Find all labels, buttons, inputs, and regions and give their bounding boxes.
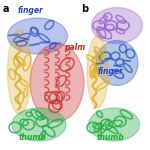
Text: a: a [3,4,9,15]
Text: b: b [81,4,88,15]
Ellipse shape [88,108,140,141]
Text: palm: palm [64,44,86,52]
Ellipse shape [92,8,142,44]
Ellipse shape [12,108,66,141]
Ellipse shape [30,44,84,122]
Text: finger: finger [17,6,43,15]
Text: thumb: thumb [97,134,125,142]
Ellipse shape [8,18,68,54]
Text: finger: finger [98,68,124,76]
Ellipse shape [96,40,138,86]
Text: thumb: thumb [19,134,47,142]
Ellipse shape [87,36,108,108]
Ellipse shape [8,30,31,114]
